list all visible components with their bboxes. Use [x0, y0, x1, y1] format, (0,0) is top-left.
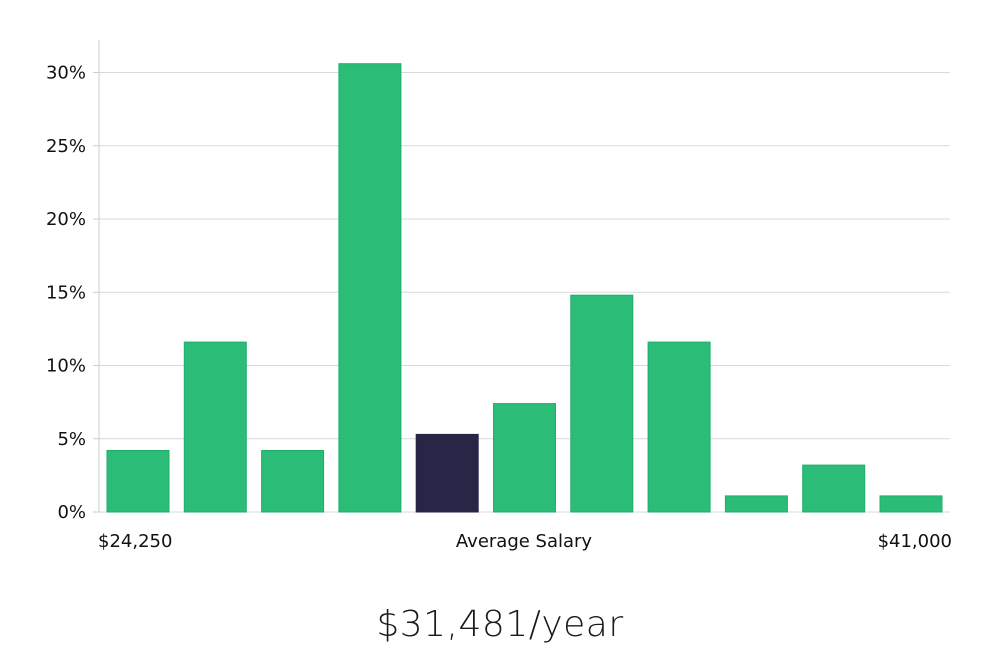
y-tick-label: 30% — [46, 63, 86, 84]
bar — [183, 341, 247, 513]
bar — [493, 403, 556, 513]
x-axis-title: Average Salary — [456, 531, 593, 552]
y-tick-label: 15% — [46, 282, 86, 303]
bar — [647, 341, 711, 513]
bars — [106, 63, 943, 513]
bar — [802, 464, 866, 513]
bar — [570, 294, 634, 513]
average-salary-label: $31,481/year — [376, 604, 624, 645]
y-tick-label: 0% — [57, 502, 86, 523]
salary-histogram: 0% 5% 10% 15% 20% 25% 30% $24,250 Average Sala… — [46, 40, 952, 552]
y-tick-labels: 0% 5% 10% 15% 20% 25% 30% — [46, 63, 99, 523]
bar-average-bin — [415, 433, 479, 513]
y-tick-label: 20% — [46, 209, 86, 230]
bar — [338, 63, 402, 513]
y-tick-label: 5% — [57, 429, 86, 450]
bar — [724, 495, 788, 513]
bar — [879, 495, 943, 513]
bar — [261, 450, 325, 513]
y-tick-label: 25% — [46, 136, 86, 157]
x-min-label: $24,250 — [98, 531, 172, 552]
y-tick-label: 10% — [46, 356, 86, 377]
bar — [106, 450, 170, 513]
x-max-label: $41,000 — [878, 531, 952, 552]
